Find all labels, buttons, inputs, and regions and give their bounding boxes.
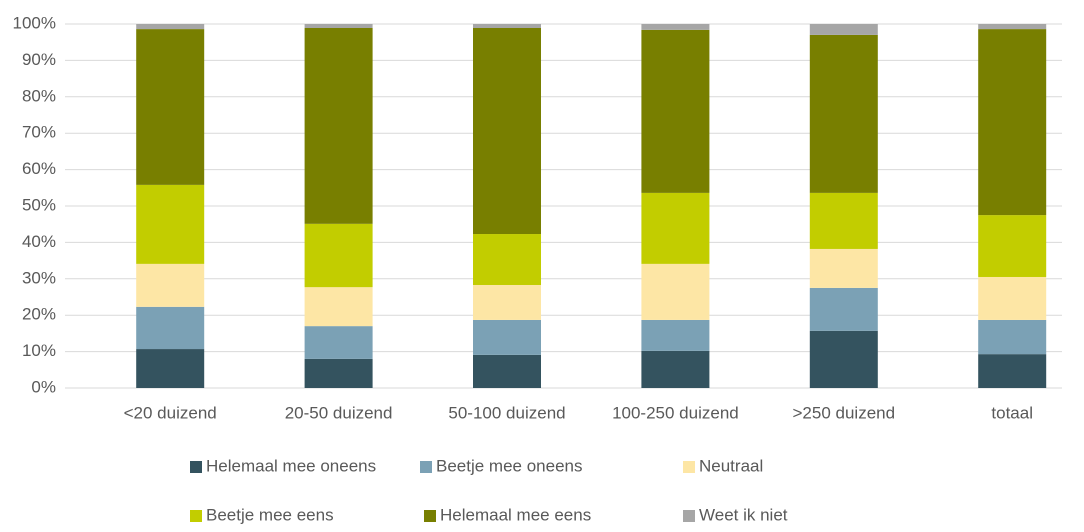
- bar-segment: [136, 306, 205, 350]
- y-tick-label: 0%: [31, 377, 56, 396]
- y-tick-label: 100%: [13, 13, 56, 32]
- bar-segment: [978, 319, 1047, 355]
- bar-segment: [136, 349, 205, 388]
- bar-segment: [809, 248, 878, 288]
- bar-segment: [304, 28, 373, 224]
- legend-label: Helemaal mee eens: [440, 505, 591, 524]
- x-tick-label: 20-50 duizend: [285, 403, 393, 422]
- legend-label: Weet ik niet: [699, 505, 788, 524]
- bar-segment: [136, 24, 205, 30]
- bar-segment: [641, 319, 710, 351]
- legend-label: Helemaal mee oneens: [206, 456, 376, 475]
- bar-segment: [641, 350, 710, 388]
- bar-segment: [473, 234, 541, 285]
- y-tick-label: 20%: [22, 305, 56, 324]
- y-tick-label: 40%: [22, 232, 56, 251]
- legend-label: Beetje mee oneens: [436, 456, 583, 475]
- bar-segment: [304, 24, 373, 29]
- x-tick-label: 50-100 duizend: [448, 403, 565, 422]
- bar-segment: [641, 24, 710, 30]
- bar-segment: [978, 24, 1047, 30]
- legend-swatch: [683, 461, 695, 473]
- legend-swatch: [420, 461, 432, 473]
- x-tick-label: totaal: [991, 403, 1033, 422]
- bar-segment: [978, 29, 1047, 216]
- bar-segment: [304, 223, 373, 288]
- y-tick-label: 70%: [22, 123, 56, 142]
- bar-segment: [978, 215, 1047, 277]
- x-tick-label: <20 duizend: [124, 403, 217, 422]
- bar-segment: [304, 287, 373, 327]
- legend-swatch: [424, 510, 436, 522]
- bar-segment: [978, 276, 1047, 320]
- bar-segment: [809, 192, 878, 249]
- bar-segment: [473, 354, 541, 388]
- bar-segment: [473, 284, 541, 320]
- bar-segment: [641, 192, 710, 264]
- bar-segment: [136, 184, 205, 264]
- y-tick-label: 30%: [22, 268, 56, 287]
- bar-segment: [473, 319, 541, 355]
- legend-swatch: [190, 510, 202, 522]
- bar-segment: [641, 29, 710, 193]
- legend-swatch: [190, 461, 202, 473]
- y-tick-label: 60%: [22, 159, 56, 178]
- legend-swatch: [683, 510, 695, 522]
- bar-segment: [136, 263, 205, 307]
- bar-segment: [809, 34, 878, 193]
- bar-segment: [304, 358, 373, 388]
- x-tick-label: 100-250 duizend: [612, 403, 739, 422]
- bar-segment: [136, 29, 205, 185]
- bar-segment: [809, 287, 878, 331]
- bar-segment: [978, 354, 1047, 388]
- bar-segment: [473, 24, 541, 29]
- bar-segment: [304, 326, 373, 359]
- y-tick-label: 10%: [22, 341, 56, 360]
- x-tick-label: >250 duizend: [793, 403, 896, 422]
- bar-segment: [641, 263, 710, 320]
- bar-segment: [473, 28, 541, 235]
- y-tick-label: 90%: [22, 50, 56, 69]
- bar-segment: [809, 330, 878, 388]
- legend-label: Beetje mee eens: [206, 505, 334, 524]
- y-tick-label: 80%: [22, 86, 56, 105]
- bar-segment: [809, 24, 878, 35]
- y-tick-label: 50%: [22, 195, 56, 214]
- legend-label: Neutraal: [699, 456, 763, 475]
